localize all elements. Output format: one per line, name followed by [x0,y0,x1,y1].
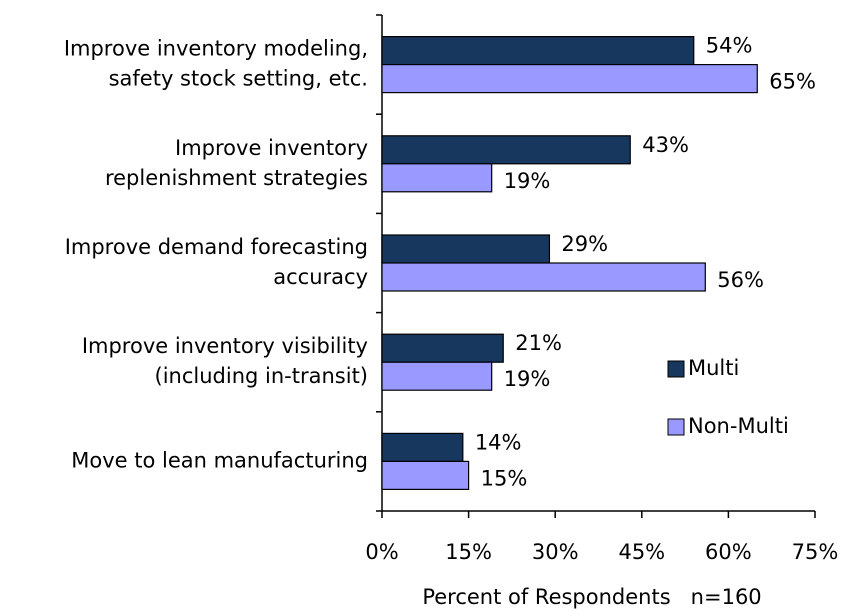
x-tick-label: 75% [792,540,839,564]
x-tick-label: 0% [365,540,398,564]
x-axis-label: Percent of Respondents n=160 [422,585,761,609]
bar [381,63,758,94]
bar [381,361,493,391]
value-label: 19% [504,169,551,193]
bar [381,163,493,193]
bar [381,234,551,264]
legend-label: Non-Multi [688,414,789,438]
x-tick-label: 60% [705,540,752,564]
bar [381,135,631,165]
y-tick-label: Improve inventory [175,136,368,160]
y-tick-label: Improve demand forecasting [65,235,368,259]
bar [381,460,470,490]
bar [381,333,504,363]
value-label: 14% [475,430,522,454]
value-label: 65% [769,70,816,94]
x-tick-label: 15% [445,540,492,564]
y-tick-label: replenishment strategies [105,166,368,190]
x-tick-label: 30% [532,540,579,564]
legend-swatch [667,418,685,436]
y-tick-label: safety stock setting, etc. [109,67,368,91]
value-label: 19% [504,367,551,391]
value-label: 21% [515,331,562,355]
value-label: 29% [561,232,608,256]
value-label: 54% [706,34,753,58]
bar [381,262,706,292]
legend-swatch [667,360,685,378]
y-tick-label: Move to lean manufacturing [71,448,368,472]
value-label: 56% [717,268,764,292]
y-tick-label: Improve inventory visibility [82,334,368,358]
y-tick-label: Improve inventory modeling, [64,37,368,61]
value-label: 43% [642,133,689,157]
bar [381,35,695,66]
legend-label: Multi [688,356,739,380]
y-tick-label: accuracy [273,265,368,289]
y-tick-label: (including in-transit) [155,364,368,388]
value-label: 15% [481,466,528,490]
bar [381,432,464,462]
x-tick-label: 45% [618,540,665,564]
